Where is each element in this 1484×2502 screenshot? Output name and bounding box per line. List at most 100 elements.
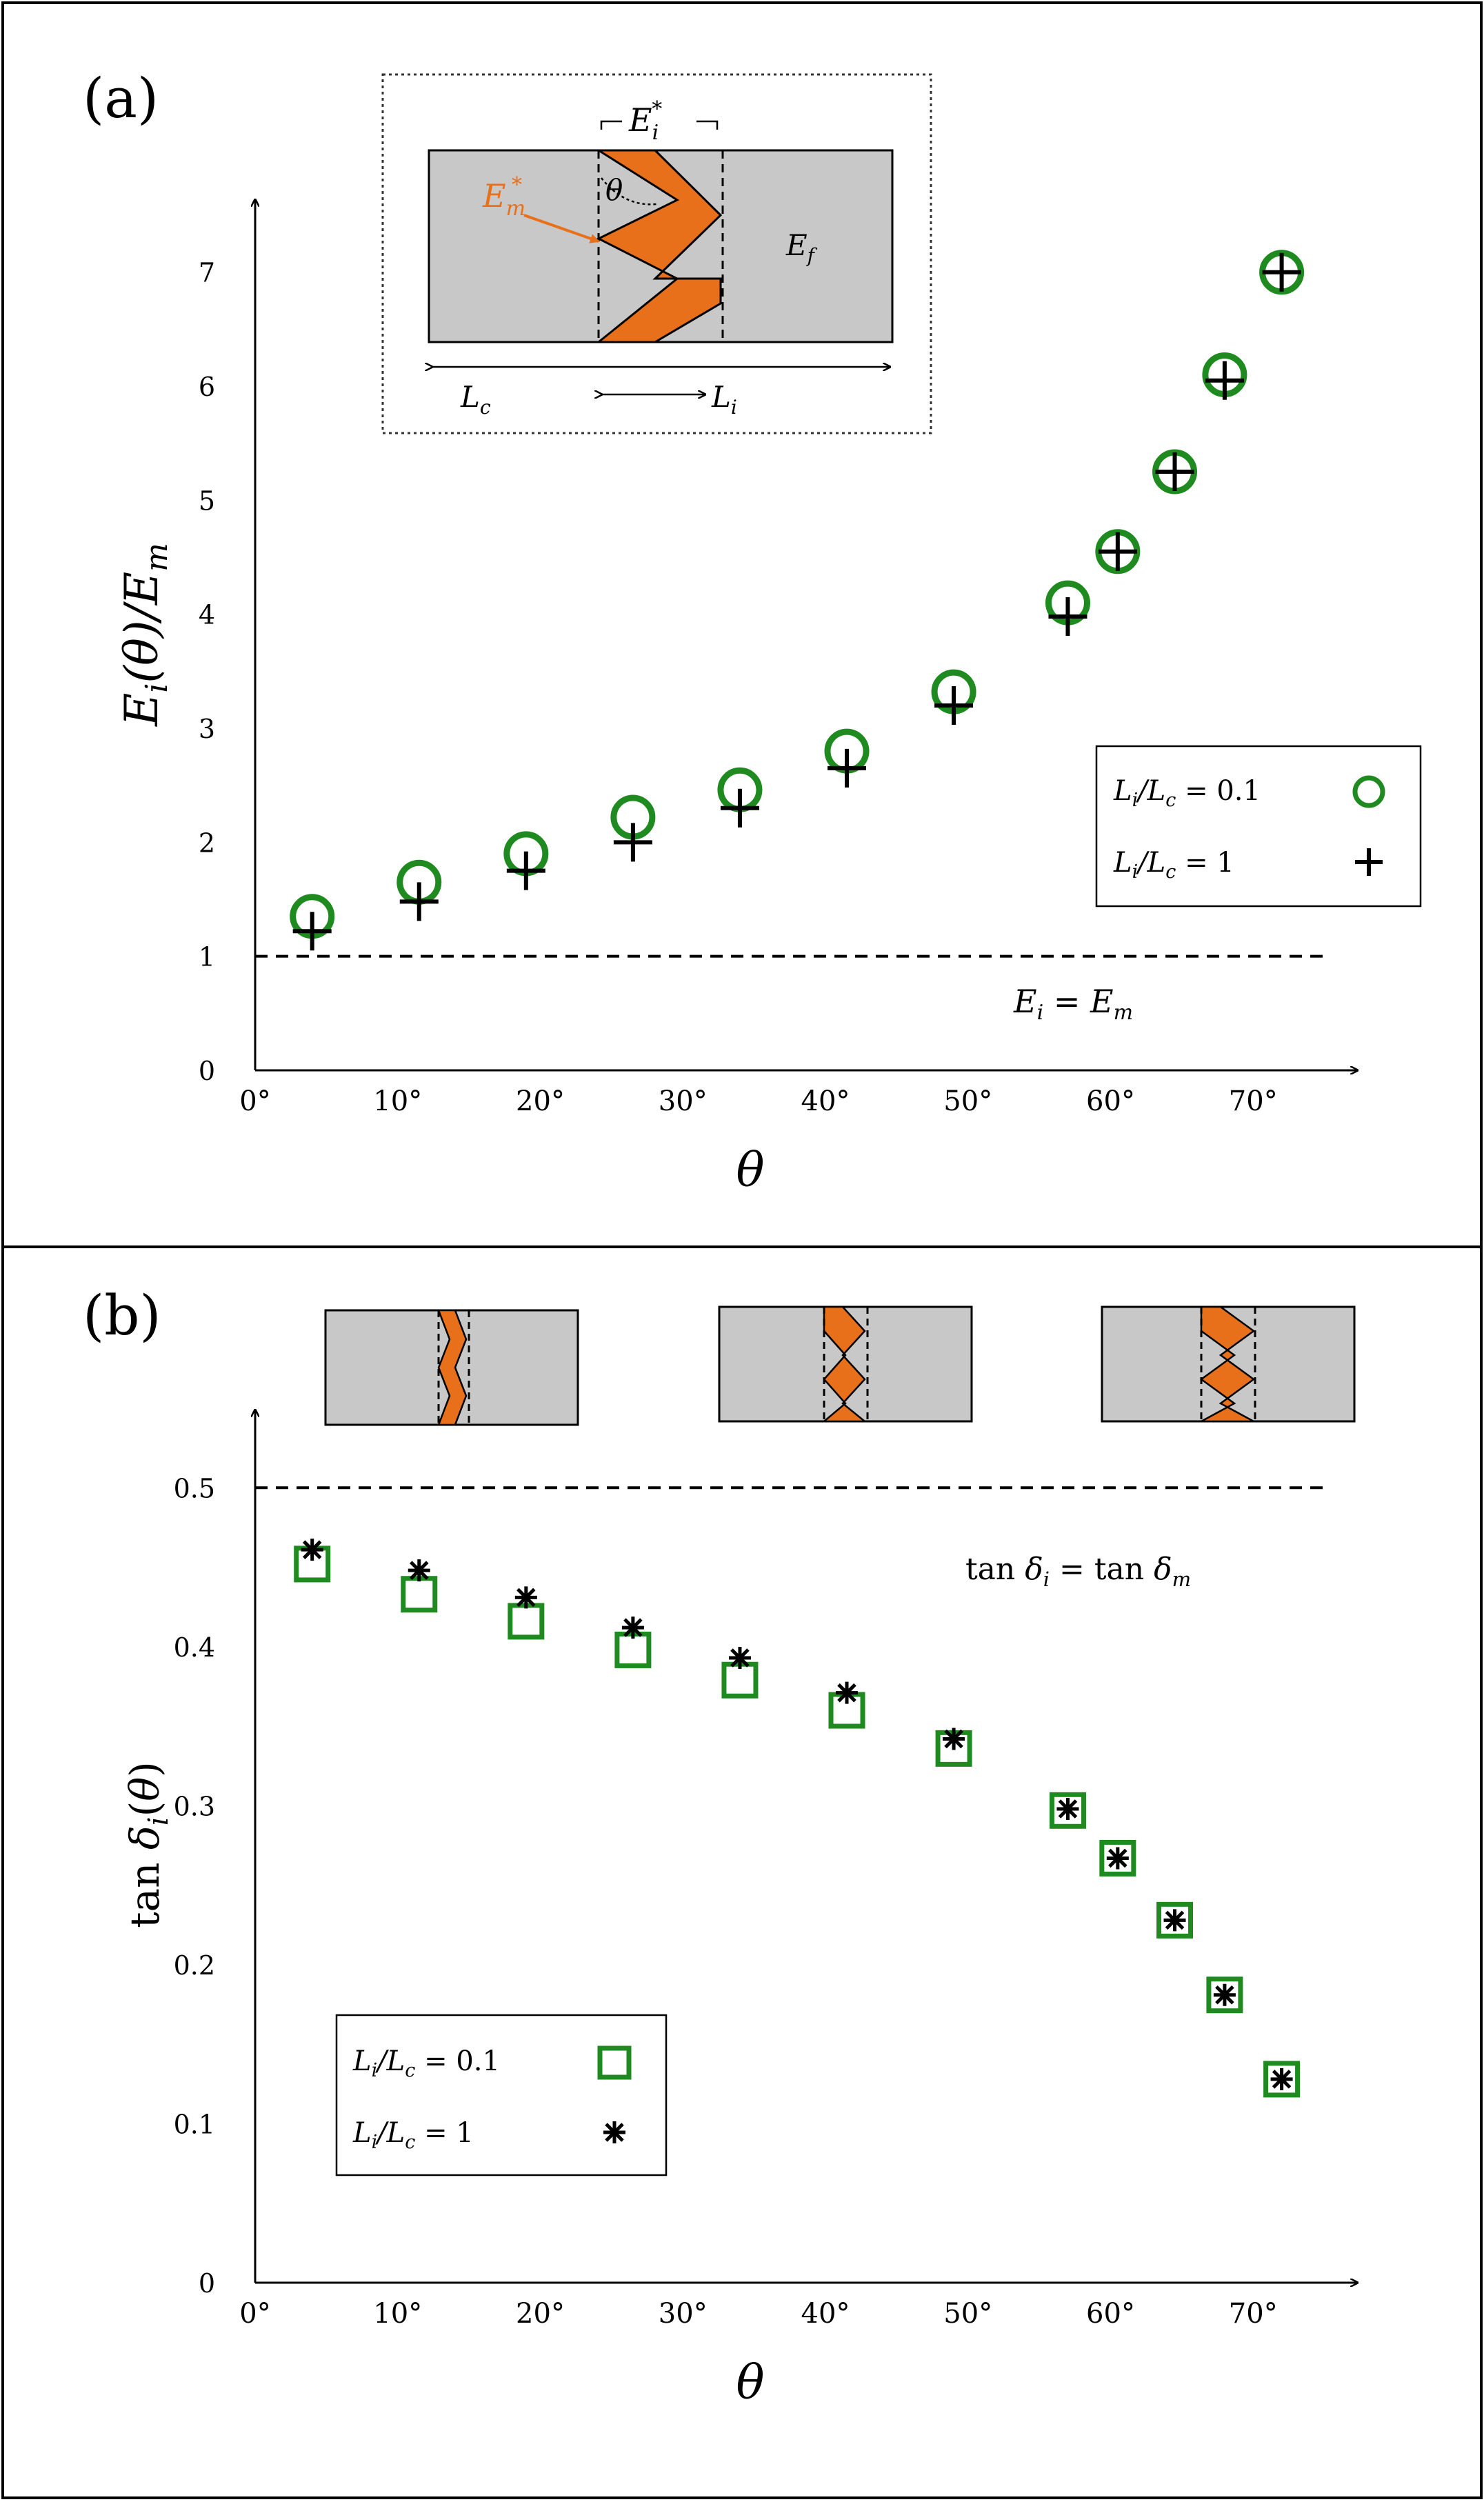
y-tick-label: 0.3 (174, 1791, 215, 1821)
zigzag-interphase (594, 149, 723, 343)
data-point-asterisk (301, 1539, 323, 1561)
x-tick-label: 40° (801, 1085, 850, 1117)
x-tick-label: 50° (943, 2298, 992, 2330)
inset-frame (381, 73, 932, 434)
panel-b-y-ticks: 0 0.1 0.2 0.3 0.4 0.5 (174, 1473, 215, 2299)
inset-diagram: θ Ei* Em* Ef Lc Li (381, 73, 932, 434)
panel-b-frame (1, 1245, 1483, 2499)
data-point-plus (1262, 252, 1301, 292)
x-tick-label: 60° (1086, 1085, 1135, 1117)
x-tick-label: 10° (373, 1085, 422, 1117)
y-tick-label: 6 (199, 372, 215, 402)
panel-b-y-label: tan δi(θ) (121, 1761, 174, 1928)
panel-b-inset-2 (718, 1305, 973, 1423)
svg-text:tan δi(θ): tan δi(θ) (121, 1761, 174, 1928)
panel-b-legend-asterisk-marker (603, 2121, 625, 2143)
panel-b-inset-3 (1101, 1305, 1356, 1423)
panel-a-legend-label-1: Li/Lc = 0.1 (1113, 775, 1261, 811)
data-point-asterisk (1270, 2068, 1293, 2090)
x-tick-label: 60° (1086, 2298, 1135, 2330)
data-point-square (1099, 1839, 1136, 1876)
y-tick-label: 0.2 (174, 1950, 215, 1981)
data-point-plus (1048, 597, 1087, 637)
panel-b-inset-1 (324, 1309, 579, 1426)
x-tick-label: 50° (943, 1085, 992, 1117)
y-tick-label: 7 (199, 258, 215, 288)
panel-a-x-label: θ (736, 1143, 765, 1198)
data-point-asterisk (1163, 1909, 1186, 1932)
data-point-asterisk (514, 1586, 537, 1609)
panel-a-legend-plus-marker (1355, 848, 1383, 876)
x-tick-label: 70° (1229, 2298, 1278, 2330)
data-point-plus (934, 685, 974, 725)
panel-b-label: (b) (83, 1283, 161, 1348)
data-point-asterisk (1213, 1983, 1236, 2006)
x-tick-label: 20° (516, 1085, 565, 1117)
y-tick-label: 0 (199, 1056, 215, 1086)
panel-b-points (294, 1539, 1301, 2098)
panel-b-legend-label-2: Li/Lc = 1 (352, 2117, 474, 2153)
lc-label: Lc (460, 380, 491, 419)
y-tick-label: 5 (199, 486, 215, 516)
panel-b-x-ticks: 0° 10° 20° 30° 40° 50° 60° 70° (239, 2298, 1277, 2330)
y-tick-label: 3 (199, 714, 215, 744)
panel-a: (a) θ Ei* Em* Ef Lc Li 0° 10° 2 (83, 66, 1422, 1198)
data-point-square (1263, 2061, 1301, 2098)
data-point-plus (613, 823, 652, 862)
panel-a-reference-label: Ei = Em (1013, 983, 1133, 1025)
data-point-asterisk (1106, 1847, 1129, 1870)
data-point-plus (506, 851, 545, 890)
x-tick-label: 40° (801, 2298, 850, 2330)
panel-a-y-ticks: 0 1 2 3 4 5 6 7 (199, 258, 215, 1086)
y-tick-label: 2 (199, 828, 215, 858)
y-tick-label: 0 (199, 2268, 215, 2299)
data-point-asterisk (943, 1728, 965, 1750)
panel-a-y-label: Ei(θ)/Em (115, 543, 174, 727)
data-point-plus (1155, 452, 1194, 492)
em-star-label: Em* (482, 173, 525, 221)
panel-a-legend-circle-marker (1352, 775, 1385, 808)
data-point-asterisk (836, 1681, 859, 1704)
panel-b-x-label: θ (736, 2356, 765, 2410)
data-point-asterisk (1056, 1797, 1079, 1820)
panel-b-reference-label: tan δi = tan δm (965, 1552, 1191, 1591)
data-point-plus (1098, 532, 1137, 571)
li-label: Li (711, 380, 737, 419)
data-point-square (1049, 1792, 1086, 1829)
panel-b-legend-label-1: Li/Lc = 0.1 (352, 2045, 500, 2081)
data-point-asterisk (408, 1559, 430, 1582)
svg-text:Ei(θ)/Em: Ei(θ)/Em (115, 543, 174, 727)
inset-theta-label: θ (605, 173, 623, 207)
y-tick-label: 0.4 (174, 1632, 215, 1663)
panel-a-x-ticks: 0° 10° 20° 30° 40° 50° 60° 70° (239, 1085, 1277, 1117)
theta-arc (601, 177, 657, 206)
panel-a-legend-label-2: Li/Lc = 1 (1113, 847, 1234, 883)
panel-a-legend-box (1095, 745, 1422, 908)
data-point-square (401, 1576, 438, 1613)
data-point-square (1206, 1976, 1243, 2014)
data-point-square (614, 1631, 652, 1668)
data-point-plus (720, 788, 759, 828)
y-tick-label: 4 (199, 600, 215, 630)
panel-b-legend-box (335, 2014, 668, 2176)
x-tick-label: 0° (239, 1085, 270, 1117)
y-tick-label: 0.5 (174, 1473, 215, 1503)
panel-a-label: (a) (83, 66, 159, 130)
data-point-plus (828, 748, 867, 788)
data-point-plus (292, 912, 332, 951)
data-point-plus (1205, 361, 1244, 400)
panel-b-legend-square-marker (597, 2045, 632, 2080)
x-tick-label: 30° (659, 1085, 708, 1117)
panel-b: (b) 0° 10° 20° 30° 40° 50° 60° 70° 0 0.1 0.2 0.3 0.… (83, 1283, 1357, 2410)
data-point-square (1156, 1901, 1194, 1939)
em-star-arrow (523, 214, 600, 243)
data-point-asterisk (728, 1646, 751, 1669)
y-tick-label: 1 (199, 942, 215, 972)
ef-label: Ef (785, 228, 818, 267)
ei-star-bracket (600, 120, 719, 130)
x-tick-label: 0° (239, 2298, 270, 2330)
x-tick-label: 30° (659, 2298, 708, 2330)
panel-a-points (290, 250, 1305, 951)
y-tick-label: 0.1 (174, 2109, 215, 2139)
